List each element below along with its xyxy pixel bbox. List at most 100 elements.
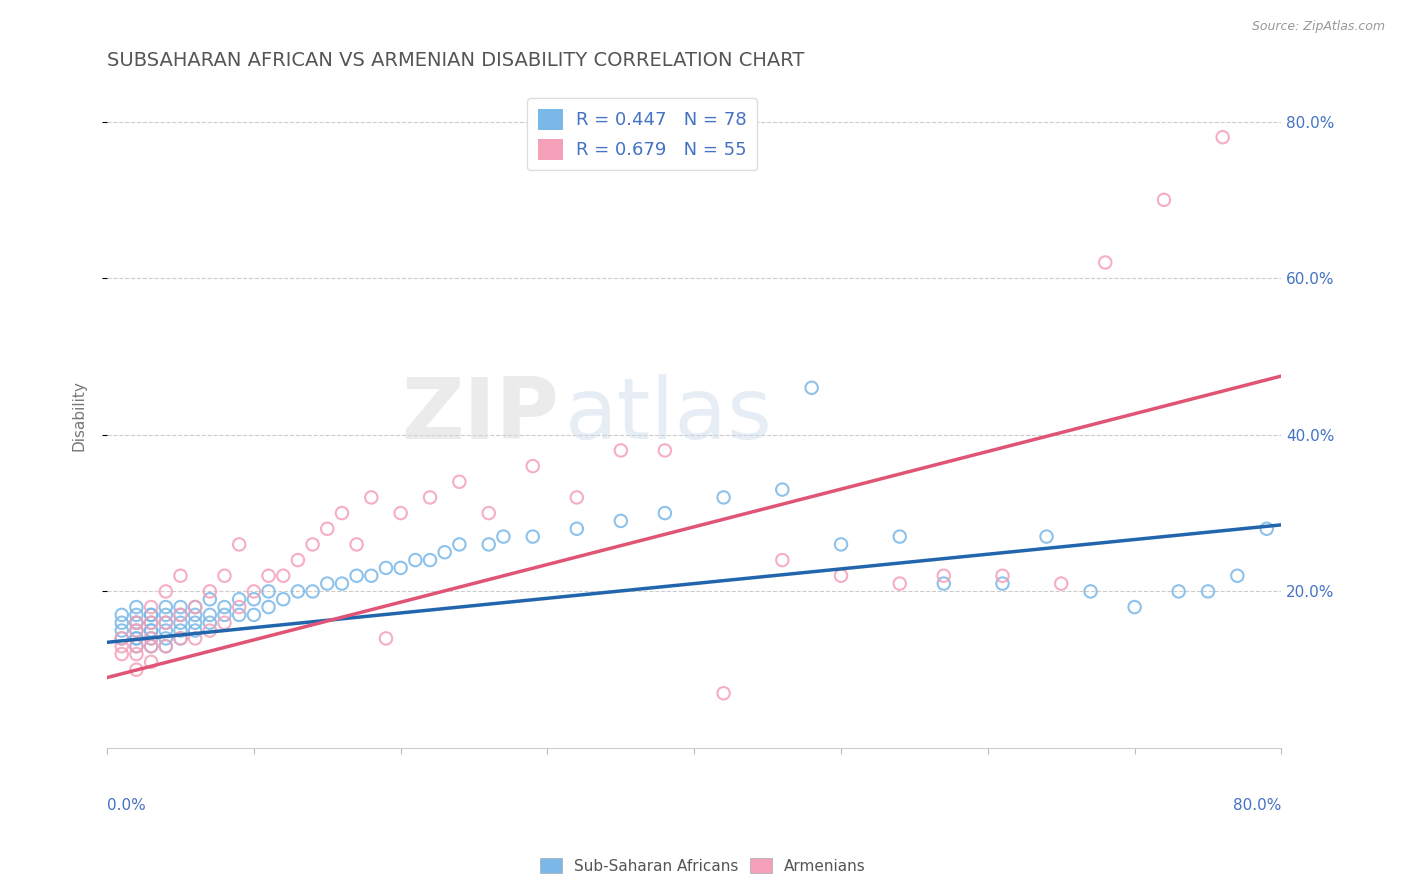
Point <box>155 600 177 615</box>
Point <box>169 600 191 615</box>
Point <box>492 530 515 544</box>
Point <box>198 592 221 607</box>
Point <box>610 443 633 458</box>
Point <box>139 624 162 638</box>
Y-axis label: Disability: Disability <box>72 380 86 450</box>
Point <box>184 607 207 622</box>
Point <box>139 632 162 646</box>
Point <box>169 632 191 646</box>
Point <box>139 624 162 638</box>
Point <box>419 553 441 567</box>
Point <box>360 568 382 582</box>
Point <box>1123 600 1146 615</box>
Point <box>125 632 148 646</box>
Point <box>1197 584 1219 599</box>
Text: 0.0%: 0.0% <box>107 798 146 813</box>
Point <box>155 615 177 630</box>
Point <box>257 584 280 599</box>
Point <box>139 639 162 653</box>
Point <box>654 443 676 458</box>
Point <box>257 600 280 615</box>
Point <box>214 615 236 630</box>
Point <box>330 506 353 520</box>
Point <box>1080 584 1102 599</box>
Point <box>111 615 134 630</box>
Point <box>155 624 177 638</box>
Point <box>654 506 676 520</box>
Point <box>1167 584 1189 599</box>
Point <box>111 607 134 622</box>
Point <box>316 576 339 591</box>
Point <box>1153 193 1175 207</box>
Point <box>169 568 191 582</box>
Point <box>169 607 191 622</box>
Point <box>228 607 250 622</box>
Point <box>111 639 134 653</box>
Point <box>478 506 501 520</box>
Point <box>228 592 250 607</box>
Point <box>169 607 191 622</box>
Point <box>155 632 177 646</box>
Point <box>389 506 412 520</box>
Point <box>830 568 852 582</box>
Point <box>449 475 471 489</box>
Point <box>125 647 148 661</box>
Point <box>111 632 134 646</box>
Point <box>198 607 221 622</box>
Point <box>155 639 177 653</box>
Point <box>243 607 266 622</box>
Point <box>316 522 339 536</box>
Point <box>139 615 162 630</box>
Point <box>125 600 148 615</box>
Point <box>360 491 382 505</box>
Point <box>271 568 294 582</box>
Point <box>169 615 191 630</box>
Point <box>214 607 236 622</box>
Legend: Sub-Saharan Africans, Armenians: Sub-Saharan Africans, Armenians <box>534 852 872 880</box>
Point <box>770 553 793 567</box>
Point <box>991 576 1014 591</box>
Text: atlas: atlas <box>565 374 773 457</box>
Point <box>713 491 735 505</box>
Point <box>184 600 207 615</box>
Point <box>169 632 191 646</box>
Point <box>1050 576 1073 591</box>
Point <box>125 615 148 630</box>
Point <box>125 663 148 677</box>
Point <box>125 632 148 646</box>
Point <box>198 584 221 599</box>
Point <box>449 537 471 551</box>
Point <box>155 639 177 653</box>
Point <box>433 545 456 559</box>
Point <box>184 632 207 646</box>
Point <box>214 568 236 582</box>
Point <box>346 568 368 582</box>
Text: SUBSAHARAN AFRICAN VS ARMENIAN DISABILITY CORRELATION CHART: SUBSAHARAN AFRICAN VS ARMENIAN DISABILIT… <box>107 51 804 70</box>
Point <box>125 624 148 638</box>
Point <box>243 592 266 607</box>
Point <box>301 537 323 551</box>
Point <box>139 632 162 646</box>
Point <box>565 491 588 505</box>
Point <box>287 584 309 599</box>
Point <box>198 624 221 638</box>
Point <box>139 607 162 622</box>
Point <box>889 576 911 591</box>
Point <box>155 607 177 622</box>
Point <box>1212 130 1234 145</box>
Point <box>375 632 398 646</box>
Point <box>1226 568 1249 582</box>
Point <box>287 553 309 567</box>
Point <box>800 381 823 395</box>
Point <box>125 615 148 630</box>
Point <box>1094 255 1116 269</box>
Point <box>565 522 588 536</box>
Point <box>125 607 148 622</box>
Point <box>830 537 852 551</box>
Point <box>271 592 294 607</box>
Point <box>139 615 162 630</box>
Point <box>169 624 191 638</box>
Point <box>1035 530 1057 544</box>
Point <box>330 576 353 591</box>
Text: 80.0%: 80.0% <box>1233 798 1281 813</box>
